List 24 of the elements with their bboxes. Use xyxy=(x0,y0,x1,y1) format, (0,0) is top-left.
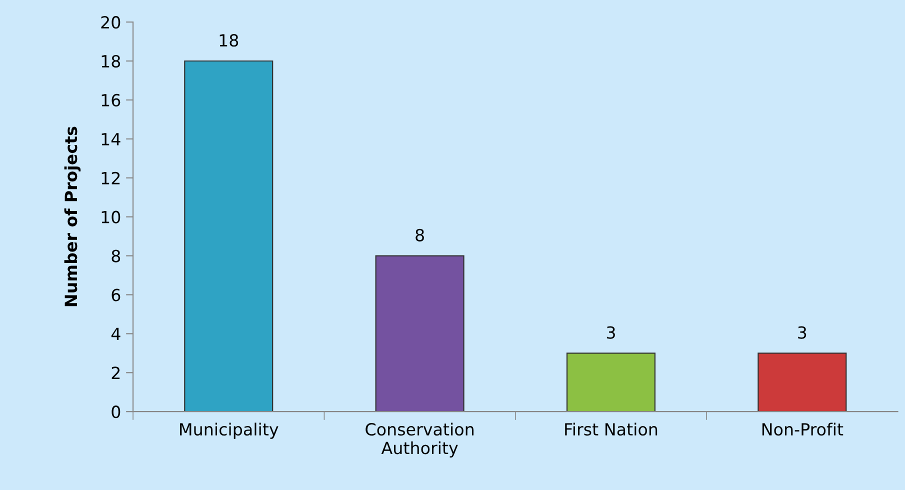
data-label: 8 xyxy=(416,228,424,242)
x-tick-label: Conservation Authority xyxy=(366,422,474,458)
y-axis-title: Number of Projects xyxy=(64,126,81,306)
x-tick-label: Municipality xyxy=(180,422,278,439)
y-tick-label: 16 xyxy=(102,94,120,107)
data-label: 3 xyxy=(798,326,806,339)
y-tick-label: 0 xyxy=(112,406,120,418)
y-tick-label: 8 xyxy=(112,250,120,262)
y-tick-label: 6 xyxy=(112,288,120,302)
y-tick-label: 12 xyxy=(102,172,120,184)
bar xyxy=(375,255,464,412)
data-label: 3 xyxy=(606,326,615,339)
y-tick-label: 2 xyxy=(112,366,120,379)
y-tick-label: 20 xyxy=(101,16,120,29)
data-label: 18 xyxy=(220,34,238,47)
y-tick-label: 10 xyxy=(102,210,120,224)
bar xyxy=(184,60,274,412)
x-tick-label: Non-Profit xyxy=(762,422,844,436)
bar xyxy=(566,352,656,412)
y-tick-label: 14 xyxy=(102,133,120,146)
y-tick-label: 18 xyxy=(102,54,120,68)
bar xyxy=(758,352,847,412)
x-tick-label: First Nation xyxy=(565,422,658,436)
y-tick-label: 4 xyxy=(111,328,120,340)
